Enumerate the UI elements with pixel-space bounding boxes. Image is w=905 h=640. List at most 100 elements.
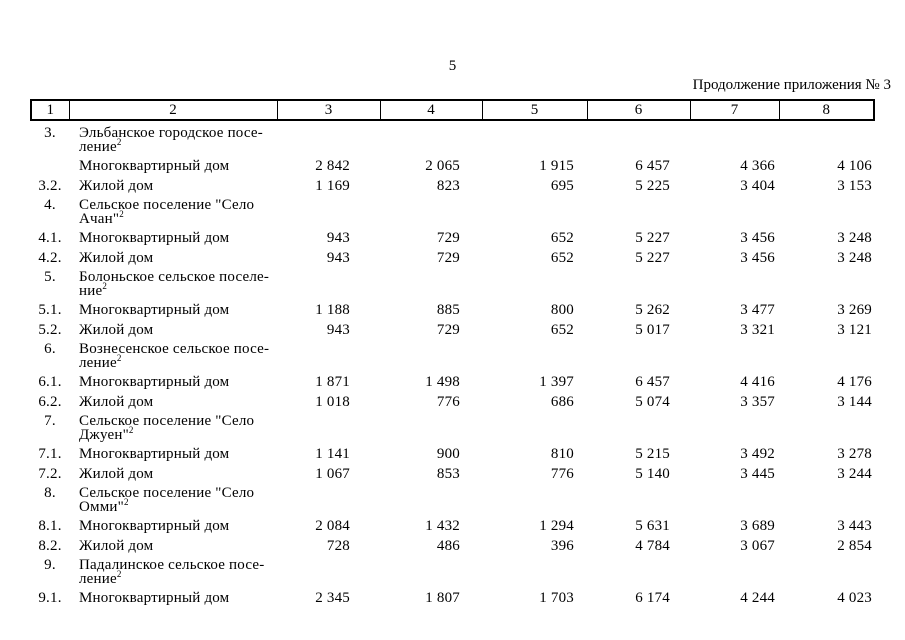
value-cell-col5: 686 bbox=[550, 393, 574, 410]
row-number-cell bbox=[31, 154, 69, 174]
value-cell-col4: 486 bbox=[436, 537, 460, 554]
row-name-cell: Жилой дом bbox=[79, 393, 154, 410]
value-cell-col3: 1 141 bbox=[315, 446, 350, 462]
row-name-cell: Жилой дом bbox=[79, 177, 154, 194]
column-header-7: 7 bbox=[689, 99, 780, 121]
value-cell-col4 bbox=[380, 409, 482, 442]
value-cell-col6 bbox=[587, 481, 690, 514]
value-cell-col8: 3 278 bbox=[837, 446, 872, 462]
footnote-marker: 2 bbox=[102, 280, 108, 291]
table-row: 6. Вознесенское сельское посе-ление2 bbox=[31, 337, 874, 371]
column-header-2: 2 bbox=[68, 99, 278, 121]
table-row: 3. Эльбанское городское посе-ление2 bbox=[31, 120, 874, 155]
value-cell-col8: 3 244 bbox=[837, 465, 872, 482]
continuation-label: Продолжение приложения № 3 bbox=[692, 77, 891, 93]
value-cell-col4: 1 432 bbox=[425, 518, 460, 534]
value-cell-col3: 1 169 bbox=[315, 177, 350, 194]
value-cell-col7 bbox=[690, 337, 779, 370]
row-number-cell: 7.1. bbox=[38, 446, 62, 462]
row-name-cell: Сельское поселение "Село Омми"2 bbox=[79, 485, 255, 515]
value-cell-col3 bbox=[277, 120, 380, 154]
row-name-cell: Жилой дом bbox=[79, 465, 154, 482]
value-cell-col3: 1 018 bbox=[315, 393, 350, 410]
value-cell-col7: 4 244 bbox=[740, 590, 775, 606]
value-cell-col4: 823 bbox=[436, 177, 460, 194]
value-cell-col7 bbox=[690, 120, 779, 154]
value-cell-col4 bbox=[380, 553, 482, 586]
table-row: 7. Сельское поселение "Село Джуен"2 bbox=[31, 409, 874, 443]
table-row: 9. Падалинское сельское посе-ление2 bbox=[31, 553, 874, 587]
column-header-3: 3 bbox=[276, 99, 381, 121]
row-name-cell: Многоквартирный дом bbox=[79, 158, 230, 174]
row-number-cell: 4.2. bbox=[38, 249, 62, 266]
row-number-cell: 8.2. bbox=[38, 537, 62, 554]
value-cell-col6: 4 784 bbox=[635, 537, 670, 554]
value-cell-col6: 5 017 bbox=[635, 321, 670, 338]
row-number-cell: 9. bbox=[44, 557, 56, 573]
value-cell-col4: 2 065 bbox=[425, 158, 460, 174]
row-number-cell: 9.1. bbox=[38, 590, 62, 606]
table-row: 3.2. Жилой дом 1 169 823 695 5 225 3 404 3 153 bbox=[31, 174, 874, 194]
row-name-cell: Падалинское сельское посе-ление2 bbox=[79, 557, 265, 587]
value-cell-col7: 3 456 bbox=[740, 249, 775, 266]
value-cell-col6 bbox=[587, 265, 690, 298]
value-cell-col8 bbox=[779, 193, 874, 226]
row-number-cell: 5.1. bbox=[38, 302, 62, 318]
value-cell-col6: 5 227 bbox=[635, 230, 670, 246]
column-header-6: 6 bbox=[586, 99, 691, 121]
row-name-cell: Многоквартирный дом bbox=[79, 446, 230, 462]
value-cell-col5 bbox=[482, 120, 587, 154]
value-cell-col3 bbox=[277, 265, 380, 298]
value-cell-col8: 4 176 bbox=[837, 374, 872, 390]
row-name-cell: Жилой дом bbox=[79, 249, 154, 266]
value-cell-col6: 6 457 bbox=[635, 158, 670, 174]
value-cell-col7: 3 445 bbox=[740, 465, 775, 482]
value-cell-col8 bbox=[779, 120, 874, 154]
value-cell-col4 bbox=[380, 337, 482, 370]
value-cell-col8: 3 248 bbox=[837, 230, 872, 246]
value-cell-col7 bbox=[690, 553, 779, 586]
value-cell-col7 bbox=[690, 265, 779, 298]
value-cell-col6: 5 631 bbox=[635, 518, 670, 534]
value-cell-col3: 1 067 bbox=[315, 465, 350, 482]
value-cell-col7: 3 321 bbox=[740, 321, 775, 338]
row-number-cell: 3. bbox=[44, 125, 56, 141]
table-row: 6.1. Многоквартирный дом 1 871 1 498 1 397 6 … bbox=[31, 370, 874, 390]
value-cell-col5 bbox=[482, 337, 587, 370]
value-cell-col4: 853 bbox=[436, 465, 460, 482]
value-cell-col6: 6 174 bbox=[635, 590, 670, 606]
row-number-cell: 6. bbox=[44, 341, 56, 357]
value-cell-col7: 3 456 bbox=[740, 230, 775, 246]
value-cell-col5 bbox=[482, 409, 587, 442]
value-cell-col5 bbox=[482, 193, 587, 226]
value-cell-col7 bbox=[690, 409, 779, 442]
value-cell-col7: 3 492 bbox=[740, 446, 775, 462]
table-row: 7.2. Жилой дом 1 067 853 776 5 140 3 445 3 244 bbox=[31, 462, 874, 482]
value-cell-col3 bbox=[277, 193, 380, 226]
value-cell-col4: 729 bbox=[436, 230, 460, 246]
value-cell-col8 bbox=[779, 265, 874, 298]
table-row: 4.1. Многоквартирный дом 943 729 652 5 227 3 4… bbox=[31, 226, 874, 246]
value-cell-col5: 810 bbox=[550, 446, 574, 462]
row-number-cell: 8. bbox=[44, 485, 56, 501]
value-cell-col5 bbox=[482, 553, 587, 586]
value-cell-col8: 3 153 bbox=[837, 177, 872, 194]
row-name-cell: Многоквартирный дом bbox=[79, 302, 230, 318]
value-cell-col3: 728 bbox=[326, 537, 350, 554]
value-cell-col3: 943 bbox=[326, 249, 350, 266]
value-cell-col8 bbox=[779, 409, 874, 442]
value-cell-col3: 2 345 bbox=[315, 590, 350, 606]
row-number-cell: 4.1. bbox=[38, 230, 62, 246]
row-name-cell: Жилой дом bbox=[79, 321, 154, 338]
value-cell-col4: 729 bbox=[436, 321, 460, 338]
table-row: 8. Сельское поселение "Село Омми"2 bbox=[31, 481, 874, 515]
value-cell-col8: 3 144 bbox=[837, 393, 872, 410]
row-name-cell: Эльбанское городское посе-ление2 bbox=[79, 125, 263, 155]
value-cell-col7: 3 689 bbox=[740, 518, 775, 534]
value-cell-col7 bbox=[690, 193, 779, 226]
row-number-cell: 6.2. bbox=[38, 393, 62, 410]
value-cell-col8: 4 106 bbox=[837, 158, 872, 174]
